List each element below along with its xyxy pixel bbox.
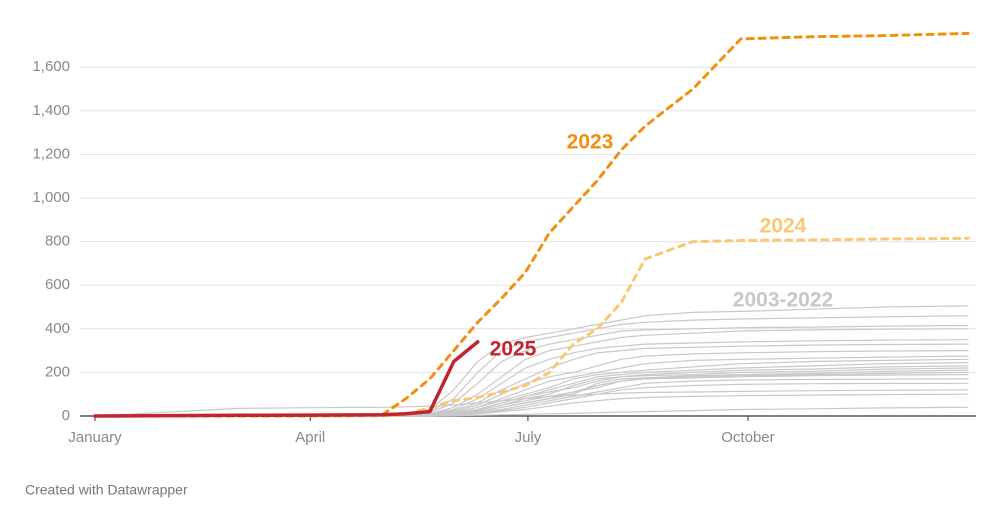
history-line [94,389,969,417]
x-tick-label: July [515,429,542,446]
y-tick-label: 1,400 [32,102,70,119]
series-line [93,31,970,418]
y-tick-label: 1,000 [32,189,70,206]
series-label: 2025 [490,338,537,361]
series-line [93,340,480,418]
group-label: 2003-2022 [733,289,833,312]
x-tick-label: April [295,429,325,446]
y-tick-label: 600 [45,276,70,293]
y-tick-label: 1,600 [32,58,70,75]
series-label: 2023 [567,131,614,154]
y-tick-label: 200 [45,363,70,380]
y-tick-label: 400 [45,320,70,337]
series-label: 2024 [760,215,807,238]
x-tick-label: October [721,429,774,446]
y-tick-label: 0 [62,407,70,424]
x-tick-label: January [68,429,122,446]
y-tick-label: 800 [45,233,70,250]
y-tick-label: 1,200 [32,145,70,162]
footer: Created with Datawrapper [25,482,188,498]
